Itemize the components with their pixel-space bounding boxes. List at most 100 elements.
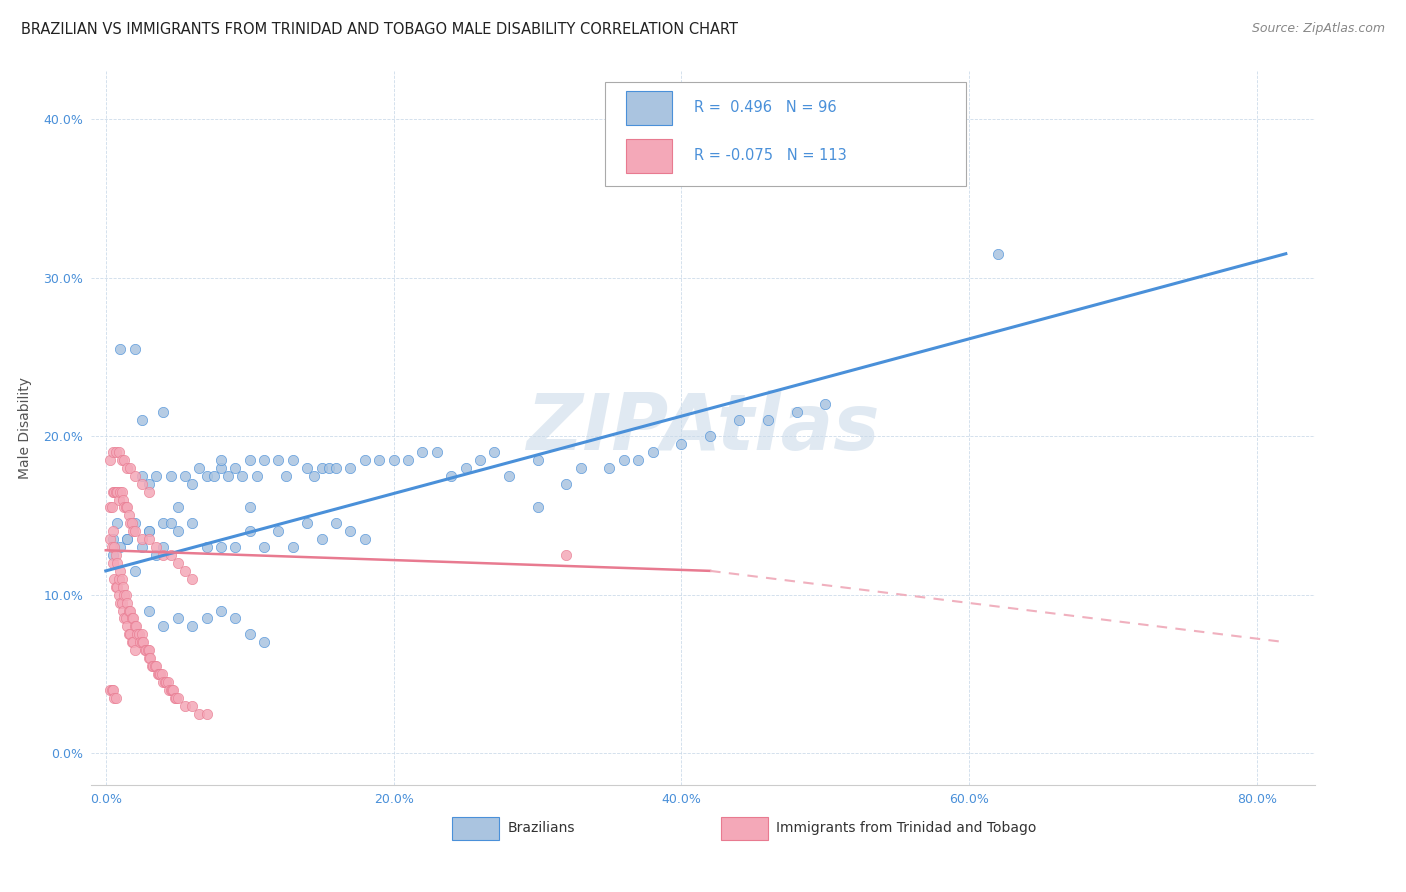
- Point: [239, 627, 262, 641]
- Point: [100, 500, 122, 515]
- Point: [368, 453, 391, 467]
- Point: [108, 596, 131, 610]
- Point: [627, 453, 650, 467]
- Point: [122, 635, 145, 649]
- Point: [311, 460, 333, 475]
- Point: [217, 468, 239, 483]
- Point: [107, 492, 129, 507]
- Point: [202, 468, 225, 483]
- FancyBboxPatch shape: [626, 91, 672, 125]
- Point: [152, 516, 174, 531]
- Point: [114, 500, 136, 515]
- Point: [174, 468, 197, 483]
- Text: BRAZILIAN VS IMMIGRANTS FROM TRINIDAD AND TOBAGO MALE DISABILITY CORRELATION CHA: BRAZILIAN VS IMMIGRANTS FROM TRINIDAD AN…: [21, 22, 738, 37]
- Point: [311, 532, 333, 546]
- Point: [129, 635, 152, 649]
- Point: [138, 532, 160, 546]
- Point: [440, 468, 463, 483]
- Point: [108, 540, 131, 554]
- Point: [253, 540, 276, 554]
- Point: [156, 674, 179, 689]
- Point: [396, 453, 419, 467]
- Point: [138, 484, 160, 499]
- Point: [159, 548, 181, 562]
- Point: [426, 445, 449, 459]
- Point: [339, 460, 361, 475]
- Point: [224, 611, 246, 625]
- Point: [353, 532, 375, 546]
- Point: [105, 484, 128, 499]
- Point: [110, 572, 132, 586]
- Point: [150, 667, 173, 681]
- Point: [188, 706, 211, 721]
- Point: [209, 460, 232, 475]
- Point: [569, 460, 592, 475]
- Point: [105, 516, 128, 531]
- Point: [162, 682, 184, 697]
- Point: [224, 540, 246, 554]
- Point: [149, 667, 172, 681]
- Point: [117, 532, 139, 546]
- Point: [145, 659, 167, 673]
- Point: [103, 572, 125, 586]
- Point: [231, 468, 253, 483]
- Point: [134, 643, 156, 657]
- Point: [132, 635, 155, 649]
- Point: [108, 342, 131, 356]
- Point: [181, 698, 204, 713]
- Point: [165, 690, 187, 705]
- Point: [145, 548, 167, 562]
- Point: [104, 690, 127, 705]
- Point: [120, 516, 142, 531]
- Point: [101, 682, 124, 697]
- Point: [382, 453, 405, 467]
- Point: [112, 580, 135, 594]
- Point: [112, 603, 135, 617]
- Point: [98, 532, 121, 546]
- Point: [128, 627, 150, 641]
- Point: [131, 532, 153, 546]
- Point: [101, 548, 124, 562]
- Point: [166, 690, 188, 705]
- Point: [146, 667, 169, 681]
- Point: [166, 556, 188, 570]
- Point: [498, 468, 520, 483]
- Point: [100, 682, 122, 697]
- Point: [124, 468, 146, 483]
- Point: [138, 643, 160, 657]
- Point: [107, 588, 129, 602]
- Point: [122, 611, 145, 625]
- Point: [104, 484, 127, 499]
- FancyBboxPatch shape: [626, 139, 672, 173]
- Point: [159, 682, 181, 697]
- Point: [209, 603, 232, 617]
- Point: [484, 445, 506, 459]
- Point: [671, 437, 693, 451]
- Point: [526, 500, 548, 515]
- Point: [115, 588, 138, 602]
- Point: [555, 548, 578, 562]
- Point: [159, 468, 181, 483]
- Point: [107, 445, 129, 459]
- Point: [101, 445, 124, 459]
- Point: [120, 627, 142, 641]
- Point: [117, 619, 139, 633]
- Point: [468, 453, 491, 467]
- Point: [108, 484, 131, 499]
- Point: [110, 596, 132, 610]
- Point: [181, 619, 204, 633]
- Point: [138, 524, 160, 539]
- Point: [117, 596, 139, 610]
- Point: [125, 619, 148, 633]
- Point: [131, 635, 153, 649]
- Point: [117, 460, 139, 475]
- Point: [124, 342, 146, 356]
- Point: [267, 453, 290, 467]
- Point: [152, 405, 174, 419]
- Point: [555, 476, 578, 491]
- Point: [124, 516, 146, 531]
- Point: [239, 453, 262, 467]
- Point: [105, 580, 128, 594]
- Point: [157, 682, 180, 697]
- Point: [166, 524, 188, 539]
